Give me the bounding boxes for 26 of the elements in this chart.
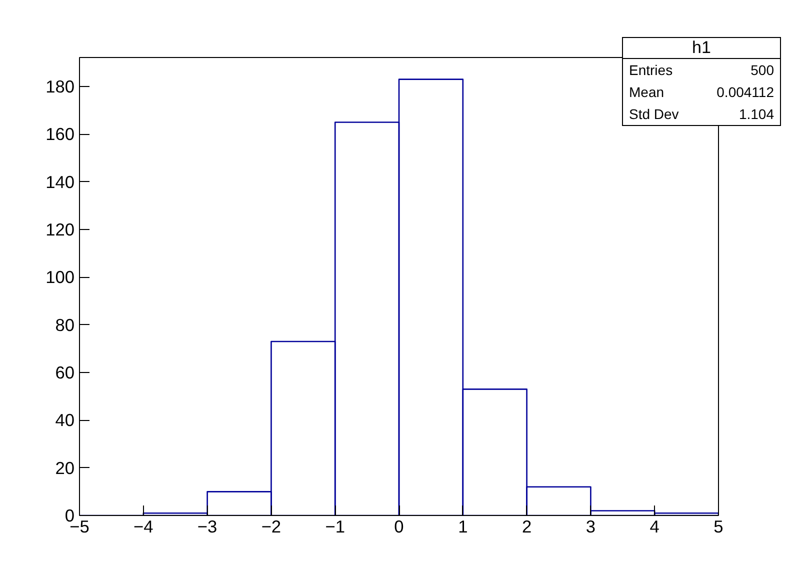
x-tick-label: −2 [261, 516, 282, 536]
text: 500 [750, 62, 774, 78]
x-tick-label: 3 [586, 516, 596, 536]
text: 1.104 [738, 106, 774, 122]
y-tick-label: 100 [46, 267, 75, 288]
annotation: Entries [629, 61, 673, 80]
y-tick-label: 180 [46, 76, 75, 96]
y-tick-label: 160 [46, 124, 75, 144]
x-tick-label: 4 [650, 516, 660, 536]
x-tick-label: −1 [325, 516, 345, 536]
y-tick-label: 60 [55, 362, 75, 382]
y-tick-label: 80 [55, 314, 75, 335]
annotation: Mean [629, 83, 664, 102]
y-tick-label: 120 [46, 219, 75, 240]
x-tick-label: 0 [394, 516, 404, 536]
x-tick-label: −4 [134, 516, 154, 536]
x-tick-label: 2 [522, 516, 532, 536]
x-tick-label: 1 [458, 516, 468, 536]
y-tick-label: 20 [55, 458, 75, 478]
y-tick-label: 40 [55, 410, 75, 430]
y-tick-label: 140 [46, 172, 75, 192]
x-tick-label: 5 [714, 516, 724, 536]
x-tick-label: −3 [197, 516, 218, 536]
annotation: Std Dev [629, 105, 679, 124]
annotation: 0.004112 [716, 83, 774, 102]
chart-title: h1 [623, 38, 780, 59]
